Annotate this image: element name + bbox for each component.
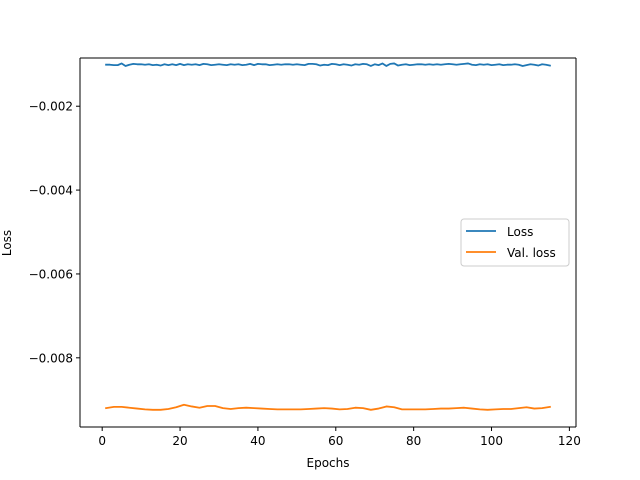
series-line-val-loss xyxy=(105,403,551,411)
x-tick-label: 80 xyxy=(406,434,421,448)
series-layer xyxy=(105,62,551,411)
y-tick-label: −0.006 xyxy=(29,267,73,281)
legend: Loss Val. loss xyxy=(460,218,570,267)
y-tick-label: −0.008 xyxy=(29,351,73,365)
x-tick-label: 40 xyxy=(250,434,265,448)
legend-label-val-loss: Val. loss xyxy=(507,246,556,260)
x-axis-label: Epochs xyxy=(307,456,350,470)
x-axis-ticks: 0 20 40 60 80 100 120 xyxy=(98,427,581,448)
x-tick-label: 100 xyxy=(480,434,503,448)
y-tick-label: −0.004 xyxy=(29,184,73,198)
y-tick-label: −0.002 xyxy=(29,100,73,114)
legend-label-loss: Loss xyxy=(507,225,533,239)
x-tick-label: 60 xyxy=(328,434,343,448)
x-tick-label: 20 xyxy=(172,434,187,448)
y-axis-label: Loss xyxy=(0,230,14,256)
axes-frame xyxy=(79,57,577,428)
y-axis-ticks: −0.002 −0.004 −0.006 −0.008 xyxy=(29,100,80,365)
x-tick-label: 0 xyxy=(98,434,106,448)
x-tick-label: 120 xyxy=(558,434,581,448)
series-line-loss xyxy=(105,62,551,67)
